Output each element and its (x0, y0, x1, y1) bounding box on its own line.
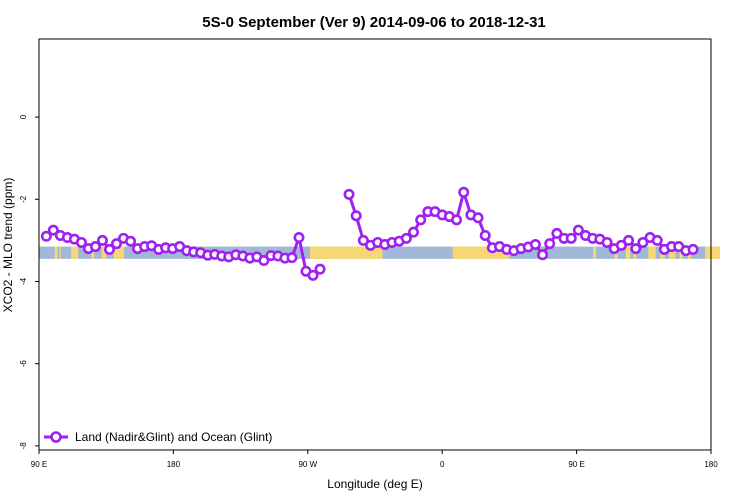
land-segment (625, 246, 631, 259)
x-tick-label: 0 (440, 460, 445, 469)
y-tick-label: -4 (19, 277, 28, 285)
data-point (551, 227, 563, 239)
data-point (286, 252, 298, 264)
land-segment (71, 246, 79, 259)
data-point (258, 255, 270, 267)
legend-marker (50, 431, 62, 443)
data-point (565, 232, 577, 244)
data-point (89, 241, 101, 253)
data-point (630, 243, 642, 255)
land-segment (59, 246, 61, 259)
data-point (75, 236, 87, 248)
data-point (529, 239, 541, 251)
data-point (537, 249, 549, 261)
land-segment (648, 246, 656, 259)
data-point (601, 236, 613, 248)
chart-title: 5S-0 September (Ver 9) 2014-09-06 to 201… (202, 14, 546, 31)
data-point (103, 243, 115, 255)
land-segment (54, 246, 58, 259)
y-tick-label: -8 (19, 442, 28, 450)
y-tick-label: -2 (19, 195, 28, 203)
data-point (111, 238, 123, 250)
x-tick-label: 180 (167, 460, 181, 469)
land-segment (669, 246, 676, 259)
land-segment (101, 246, 107, 259)
data-point (314, 263, 326, 275)
data-point (357, 234, 369, 246)
data-point (293, 232, 305, 244)
data-point (458, 186, 470, 198)
data-point (408, 226, 420, 238)
y-axis-label: XCO2 - MLO trend (ppm) (1, 178, 15, 313)
x-axis: 90 E 180 90 W 0 90 E 180 (31, 450, 718, 469)
data-point (623, 234, 635, 246)
data-point (415, 214, 427, 226)
land-segment (91, 246, 95, 259)
data-point (615, 239, 627, 251)
x-tick-label: 90 W (298, 460, 317, 469)
data-point (637, 236, 649, 248)
data-point (651, 234, 663, 246)
legend-label: Land (Nadir&Glint) and Ocean (Glint) (75, 430, 272, 444)
data-point (472, 212, 484, 224)
data-point (343, 188, 355, 200)
series-layer (40, 186, 699, 281)
data-point (350, 210, 362, 222)
data-point (307, 269, 319, 281)
data-point (451, 214, 463, 226)
y-tick-label: -6 (19, 360, 28, 368)
legend: Land (Nadir&Glint) and Ocean (Glint) (44, 430, 272, 444)
data-point (40, 230, 52, 242)
data-point (687, 243, 699, 255)
data-point (125, 235, 137, 247)
land-segment (705, 246, 720, 259)
data-point (572, 224, 584, 236)
land-segment (593, 246, 597, 259)
data-point (400, 232, 412, 244)
data-point (479, 229, 491, 241)
y-tick-label: 0 (19, 114, 28, 119)
data-point (47, 224, 59, 236)
data-point (544, 238, 556, 250)
x-tick-label: 180 (704, 460, 718, 469)
x-tick-label: 90 E (31, 460, 47, 469)
data-point (96, 234, 108, 246)
plot-frame (38, 38, 712, 451)
land-segment (310, 246, 383, 259)
x-axis-label: Longitude (deg E) (327, 477, 422, 491)
y-axis: 0 -2 -4 -6 -8 (19, 114, 39, 449)
land-segment (113, 246, 125, 259)
x-tick-label: 90 E (568, 460, 584, 469)
